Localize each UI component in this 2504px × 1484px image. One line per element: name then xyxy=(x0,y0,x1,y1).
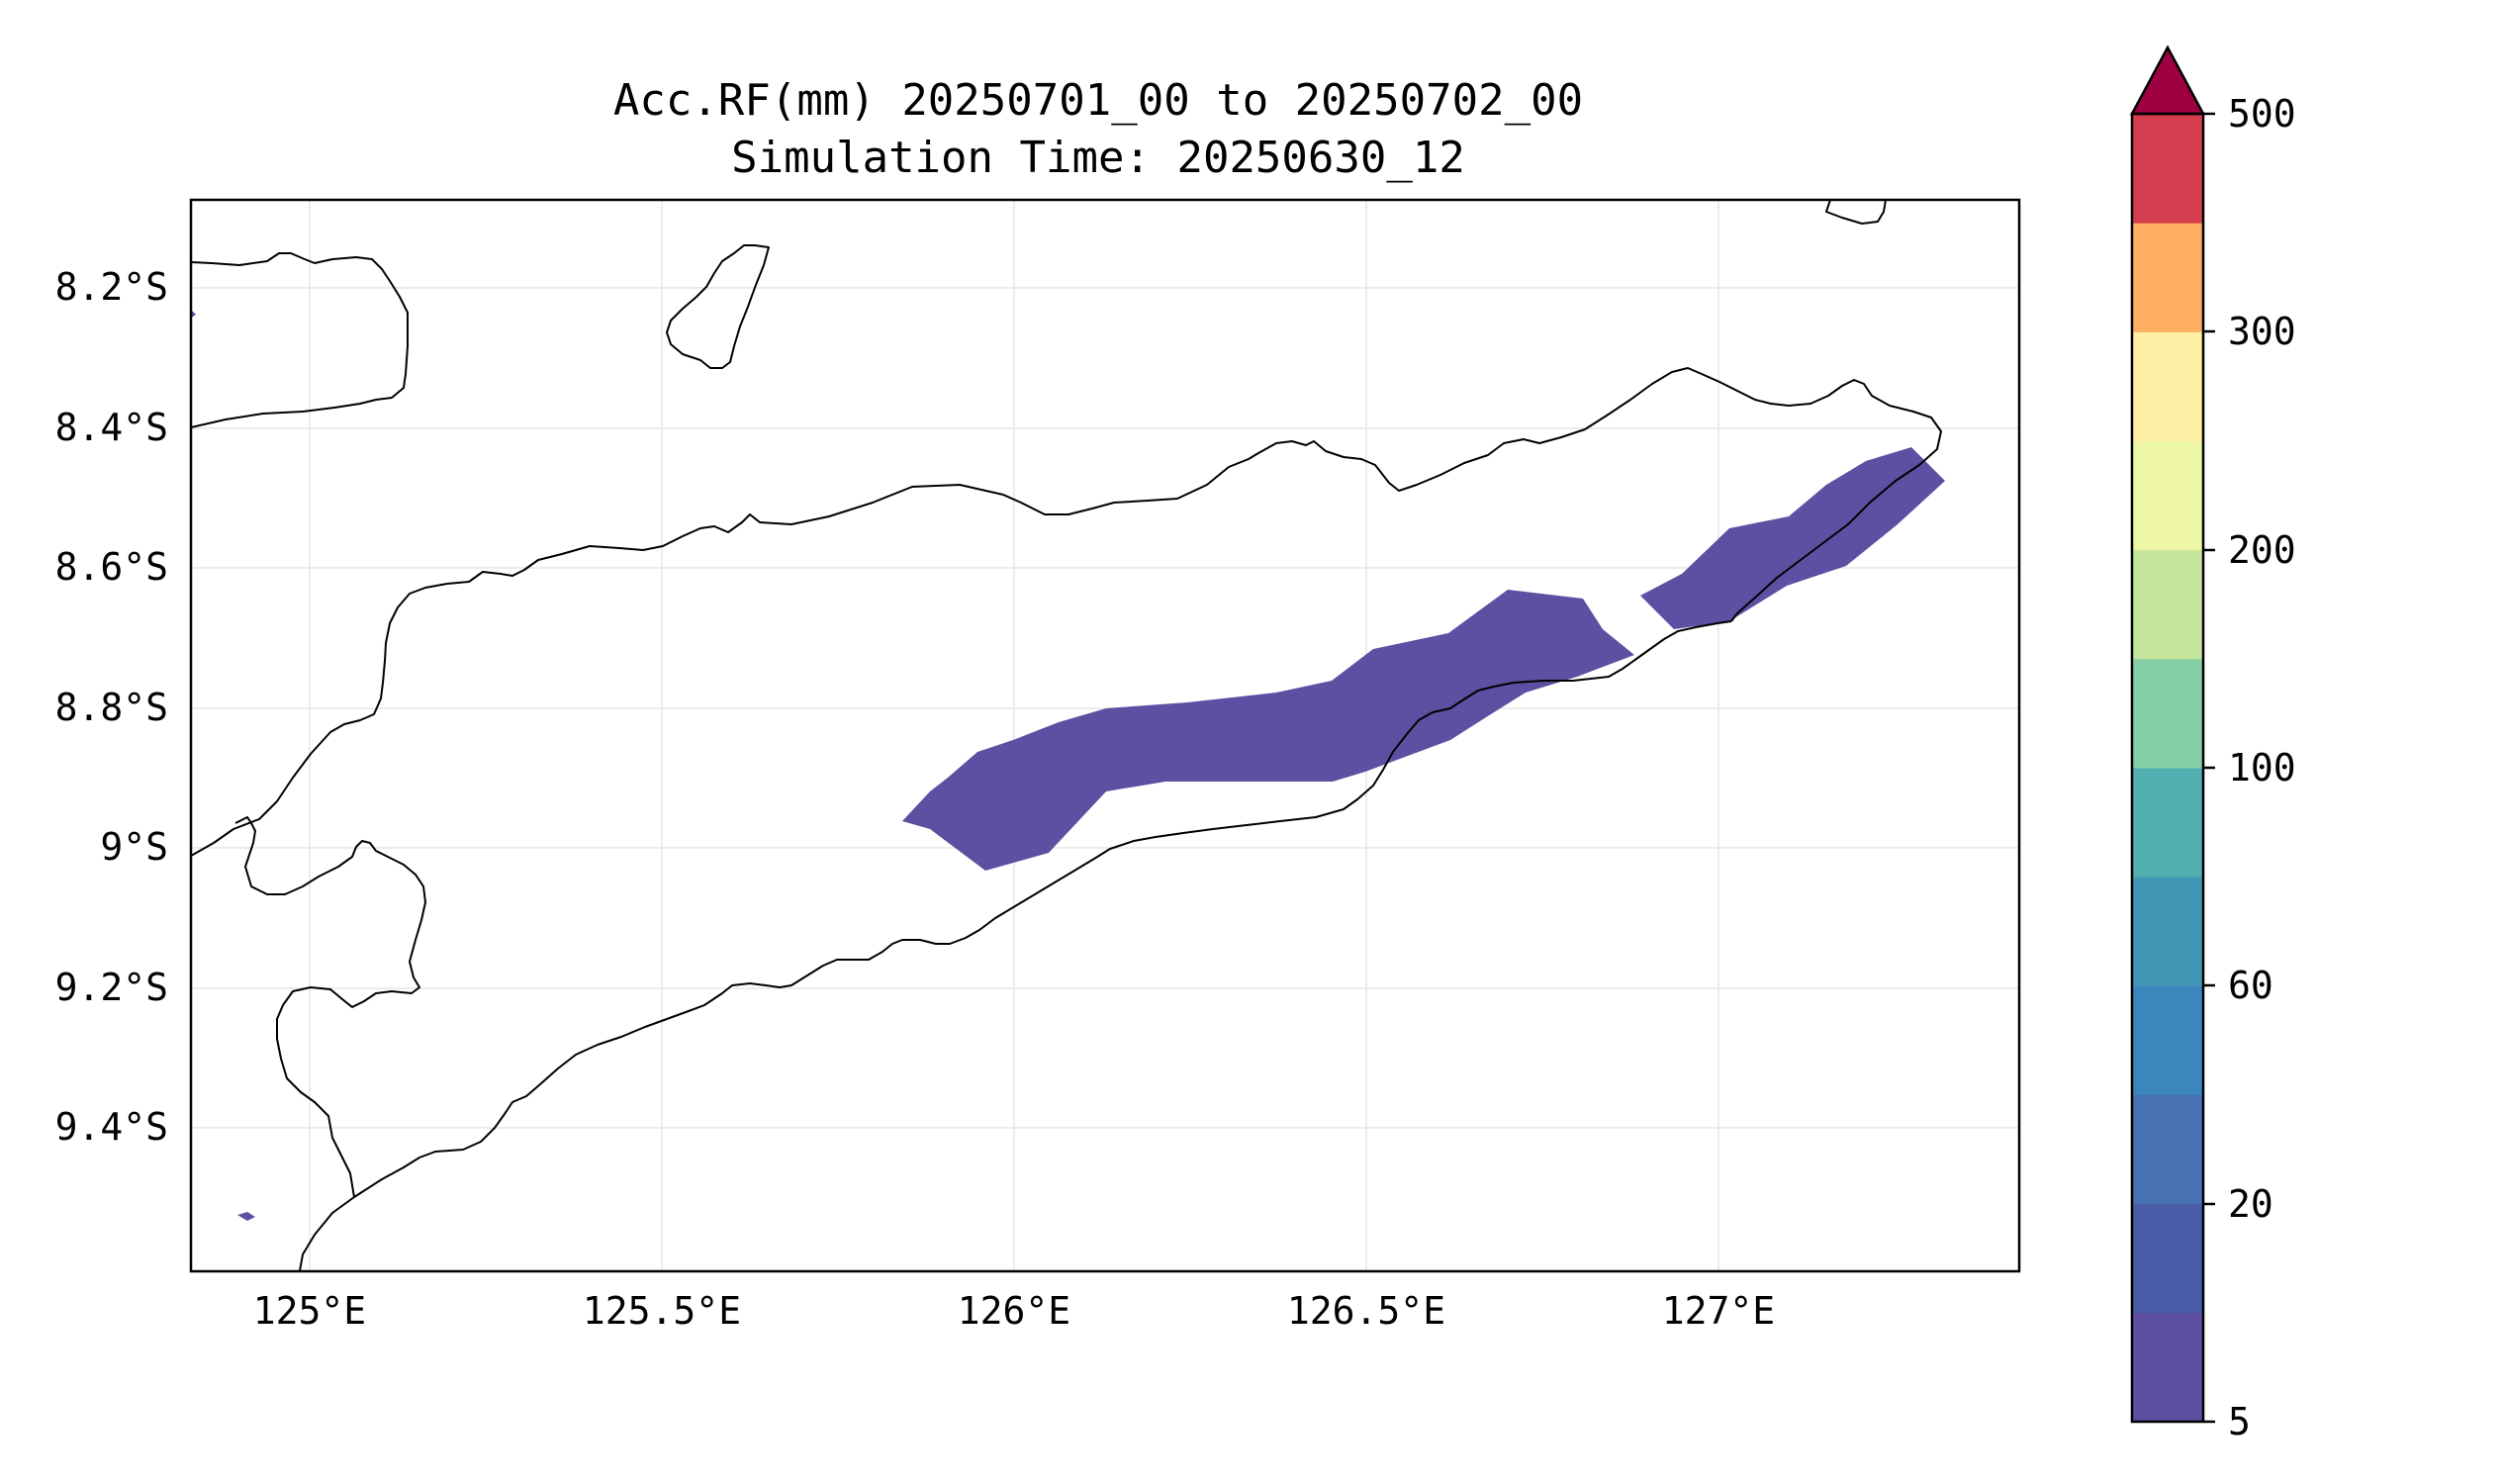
colorbar-segment xyxy=(2132,985,2203,1095)
title-line-1: Acc.RF(mm) 20250701_00 to 20250702_00 xyxy=(613,75,1583,126)
colorbar-segment xyxy=(2132,877,2203,986)
colorbar: 500 300 200 100 60 20 5 xyxy=(2129,45,2296,1443)
coastline-wetar-island xyxy=(1825,200,1887,225)
colorbar-tick-label: 20 xyxy=(2228,1182,2273,1226)
rain-spot-south xyxy=(237,1212,255,1221)
colorbar-segment xyxy=(2132,549,2203,660)
coastline-timor-north xyxy=(191,367,1942,857)
colorbar-segment xyxy=(2132,223,2203,332)
map-frame xyxy=(189,198,2021,1273)
colorbar-segment xyxy=(2132,1203,2203,1314)
colorbar-extend-triangle xyxy=(2129,45,2206,116)
y-tick-label: 8.6°S xyxy=(55,545,168,589)
coastline-timor-south xyxy=(298,620,1732,1271)
y-tick-label: 8.8°S xyxy=(55,686,168,729)
x-tick-label: 127°E xyxy=(1662,1289,1775,1333)
colorbar-tick-label: 500 xyxy=(2228,92,2296,136)
coastline-west-edge xyxy=(234,816,426,1198)
colorbar-tick-label: 5 xyxy=(2228,1400,2251,1443)
colorbar-tick-label: 100 xyxy=(2228,746,2296,789)
coastline-north-island xyxy=(191,252,409,428)
colorbar-segments xyxy=(2132,114,2203,1423)
x-tick-label: 125.5°E xyxy=(583,1289,741,1333)
colorbar-segment xyxy=(2132,331,2203,441)
colorbar-segment xyxy=(2132,1312,2203,1423)
map-panel xyxy=(189,198,2021,1273)
coastline-atauro-island xyxy=(666,244,770,369)
x-tick-label: 126°E xyxy=(958,1289,1070,1333)
y-tick-label: 9°S xyxy=(100,825,168,869)
y-axis: 8.2°S 8.4°S 8.6°S 8.8°S 9°S 9.2°S 9.4°S xyxy=(55,265,168,1149)
colorbar-segment xyxy=(2132,658,2203,769)
colorbar-segment xyxy=(2132,440,2203,551)
title-line-2: Simulation Time: 20250630_12 xyxy=(731,133,1465,183)
x-axis: 125°E 125.5°E 126°E 126.5°E 127°E xyxy=(253,1289,1775,1333)
rain-band-east xyxy=(1640,447,1945,629)
rain-band-main xyxy=(902,590,1634,871)
colorbar-segment xyxy=(2132,1094,2203,1205)
y-tick-label: 8.2°S xyxy=(55,265,168,309)
colorbar-segment xyxy=(2132,114,2203,224)
x-tick-label: 126.5°E xyxy=(1287,1289,1445,1333)
colorbar-tick-label: 300 xyxy=(2228,310,2296,353)
x-tick-label: 125°E xyxy=(253,1289,366,1333)
colorbar-tick-label: 60 xyxy=(2228,964,2273,1007)
rainfall-contours xyxy=(191,310,1945,1221)
colorbar-tick-label: 200 xyxy=(2228,528,2296,572)
y-tick-label: 9.2°S xyxy=(55,966,168,1009)
colorbar-segment xyxy=(2132,768,2203,878)
coastlines xyxy=(191,200,1942,1271)
y-tick-label: 9.4°S xyxy=(55,1105,168,1149)
y-tick-label: 8.4°S xyxy=(55,406,168,449)
